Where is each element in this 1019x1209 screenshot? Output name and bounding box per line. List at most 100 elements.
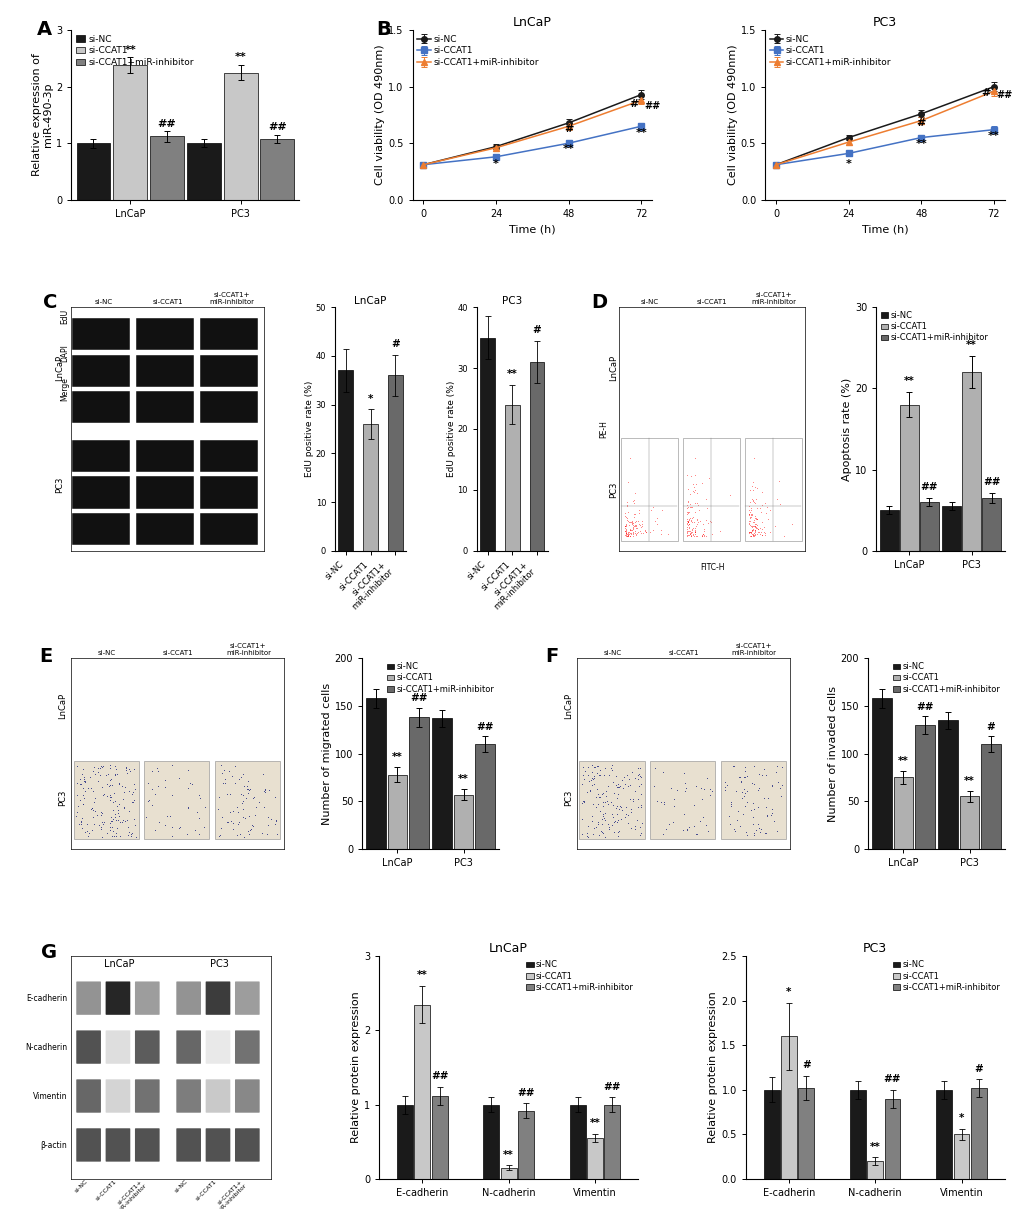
Bar <box>483 1105 499 1179</box>
Point <box>907 353 923 372</box>
Text: ##: ## <box>996 89 1012 100</box>
Point <box>804 951 820 971</box>
Point <box>716 325 733 345</box>
Point <box>656 829 673 849</box>
Point <box>764 184 781 203</box>
Point <box>760 1141 776 1161</box>
Point <box>882 395 899 415</box>
Point <box>714 609 731 629</box>
Point <box>785 284 801 303</box>
Point <box>518 1072 534 1092</box>
Point <box>931 571 948 590</box>
Text: #: # <box>916 118 925 128</box>
Point <box>810 46 826 65</box>
Point <box>949 169 965 189</box>
Point <box>463 249 479 268</box>
Point <box>769 267 786 287</box>
Point <box>578 480 594 499</box>
Point <box>734 313 750 332</box>
Point <box>434 562 450 582</box>
Bar <box>366 699 385 849</box>
Point <box>886 1104 902 1123</box>
Bar <box>475 744 494 849</box>
Text: si-CCAT1+
miR-inhibitor: si-CCAT1+ miR-inhibitor <box>209 291 254 305</box>
Text: si-CCAT1: si-CCAT1 <box>95 1179 118 1202</box>
Text: **: ** <box>589 1118 600 1128</box>
Point <box>743 1054 759 1074</box>
Point <box>1001 134 1017 154</box>
Point <box>656 183 673 202</box>
FancyBboxPatch shape <box>176 1128 201 1162</box>
Point <box>996 1152 1012 1172</box>
Point <box>381 65 397 85</box>
Text: **: ** <box>458 774 469 785</box>
Point <box>760 236 776 255</box>
Point <box>1014 486 1019 505</box>
FancyBboxPatch shape <box>176 982 201 1014</box>
Point <box>859 266 875 285</box>
Y-axis label: EdU positive rate (%): EdU positive rate (%) <box>305 381 314 478</box>
Point <box>759 74 775 93</box>
Point <box>765 112 782 132</box>
Text: ##: ## <box>920 482 937 492</box>
Point <box>1003 956 1019 976</box>
FancyBboxPatch shape <box>72 392 129 423</box>
Point <box>1010 502 1019 521</box>
Point <box>852 57 868 76</box>
Text: LnCaP: LnCaP <box>608 355 618 381</box>
Point <box>746 40 762 59</box>
Point <box>458 516 474 536</box>
Point <box>756 236 772 255</box>
Point <box>771 945 788 965</box>
Point <box>774 1034 791 1053</box>
Point <box>482 75 498 94</box>
Point <box>867 682 883 701</box>
Point <box>370 456 386 475</box>
Point <box>565 66 581 86</box>
Point <box>944 237 960 256</box>
Point <box>774 285 791 305</box>
Text: si-NC: si-NC <box>98 650 116 656</box>
Bar <box>414 1005 430 1179</box>
Bar <box>480 337 494 551</box>
Point <box>712 887 729 907</box>
Text: #: # <box>628 99 638 109</box>
Text: **: ** <box>965 340 976 349</box>
Point <box>859 193 875 213</box>
Point <box>912 317 928 336</box>
Point <box>927 248 944 267</box>
Text: LnCaP: LnCaP <box>55 355 64 381</box>
Point <box>356 573 372 592</box>
Point <box>288 875 305 895</box>
Point <box>631 1000 647 1019</box>
Point <box>959 174 975 193</box>
Point <box>218 0 234 6</box>
Point <box>925 316 942 335</box>
Point <box>219 410 235 429</box>
Point <box>439 0 455 11</box>
Point <box>690 221 706 241</box>
Point <box>805 222 821 242</box>
Point <box>229 933 246 953</box>
Point <box>794 160 810 179</box>
FancyBboxPatch shape <box>106 982 130 1014</box>
Point <box>308 584 324 603</box>
Point <box>899 245 915 265</box>
Point <box>805 280 821 300</box>
Bar <box>260 139 294 199</box>
Point <box>847 187 863 207</box>
Point <box>665 10 682 29</box>
Point <box>776 1204 793 1209</box>
Point <box>845 793 861 812</box>
Point <box>820 166 837 185</box>
Point <box>343 195 360 214</box>
Bar <box>363 424 377 551</box>
Point <box>1012 21 1019 40</box>
Point <box>386 1134 403 1153</box>
Point <box>268 59 284 79</box>
Point <box>767 276 784 295</box>
Legend: si-NC, si-CCAT1, si-CCAT1+miR-inhibitor: si-NC, si-CCAT1, si-CCAT1+miR-inhibitor <box>765 31 895 71</box>
Legend: si-NC, si-CCAT1, si-CCAT1+miR-inhibitor: si-NC, si-CCAT1, si-CCAT1+miR-inhibitor <box>383 659 497 696</box>
Point <box>929 480 946 499</box>
Point <box>937 264 954 283</box>
